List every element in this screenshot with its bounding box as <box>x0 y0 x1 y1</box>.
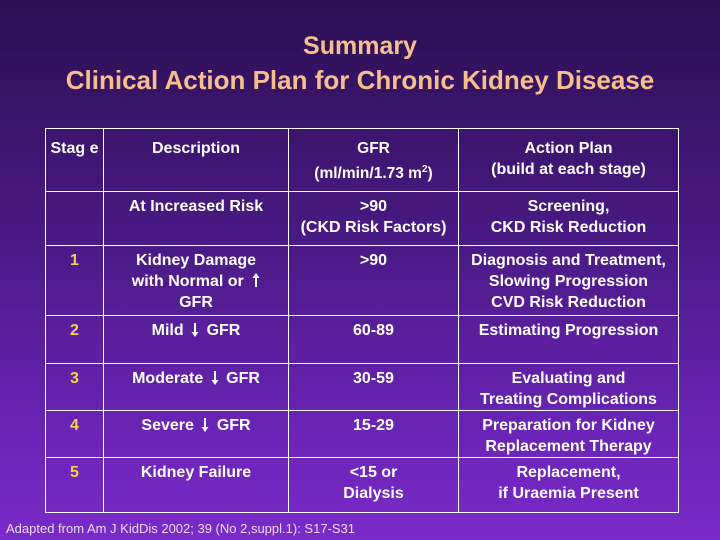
description-cell: At Increased Risk <box>103 191 289 246</box>
action-cell: Screening, CKD Risk Reduction <box>458 191 679 246</box>
header-stage: Stag e <box>45 128 104 192</box>
stage-cell: 5 <box>45 457 104 513</box>
gfr-cell: 15-29 <box>288 410 459 458</box>
gfr-cell: 30-59 <box>288 363 459 411</box>
gfr-cell: >90 (CKD Risk Factors) <box>288 191 459 246</box>
action-cell: Estimating Progression <box>458 315 679 364</box>
action-cell: Replacement, if Uraemia Present <box>458 457 679 513</box>
action-cell: Preparation for Kidney Replacement Therap… <box>458 410 679 458</box>
header-action-plan: Action Plan (build at each stage) <box>458 128 679 192</box>
description-cell: Kidney Damage with Normal or GFR <box>103 245 289 316</box>
stage-cell: 1 <box>45 245 104 316</box>
header-gfr-line1: GFR <box>357 140 390 157</box>
header-gfr-unit: (ml/min/1.73 m2) <box>314 164 433 183</box>
header-action-line1: Action Plan <box>524 140 613 157</box>
stage-cell: 2 <box>45 315 104 364</box>
table-header-row: Stag e Description GFR (ml/min/1.73 m2) … <box>45 128 679 192</box>
action-cell: Evaluating and Treating Complications <box>458 363 679 411</box>
stage-cell: 4 <box>45 410 104 458</box>
description-cell: Kidney Failure <box>103 457 289 513</box>
gfr-cell: 60-89 <box>288 315 459 364</box>
description-cell: Severe GFR <box>103 410 289 458</box>
title-main: Clinical Action Plan for Chronic Kidney … <box>65 65 655 95</box>
description-cell: Mild GFR <box>103 315 289 364</box>
table-row: 4 Severe GFR 15-29 Preparation for Kidne… <box>45 410 679 458</box>
table-row: 5 Kidney Failure <15 or Dialysis Replacem… <box>45 457 679 513</box>
up-arrow-icon <box>252 273 260 287</box>
title-summary: Summary <box>303 32 417 60</box>
down-arrow-icon <box>201 418 209 432</box>
table-row: 2 Mild GFR 60-89 Estimating Progression <box>45 315 679 364</box>
header-action-line2: (build at each stage) <box>491 161 646 178</box>
ckd-action-plan-table: Stag e Description GFR (ml/min/1.73 m2) … <box>45 128 679 513</box>
table-row: At Increased Risk >90 (CKD Risk Factors) … <box>45 191 679 246</box>
down-arrow-icon <box>191 323 199 337</box>
header-description: Description <box>103 128 289 192</box>
gfr-cell: <15 or Dialysis <box>288 457 459 513</box>
header-gfr: GFR (ml/min/1.73 m2) <box>288 128 459 192</box>
down-arrow-icon <box>211 371 219 385</box>
gfr-cell: >90 <box>288 245 459 316</box>
action-cell: Diagnosis and Treatment, Slowing Progres… <box>458 245 679 316</box>
table-row: 1 Kidney Damage with Normal or GFR >90 D… <box>45 245 679 316</box>
description-cell: Moderate GFR <box>103 363 289 411</box>
stage-cell <box>45 191 104 246</box>
source-footnote: Adapted from Am J KidDis 2002; 39 (No 2,… <box>6 521 356 536</box>
stage-cell: 3 <box>45 363 104 411</box>
header-gfr-superscript: 2 <box>421 164 428 175</box>
table-row: 3 Moderate GFR 30-59 Evaluating and Treat… <box>45 363 679 411</box>
